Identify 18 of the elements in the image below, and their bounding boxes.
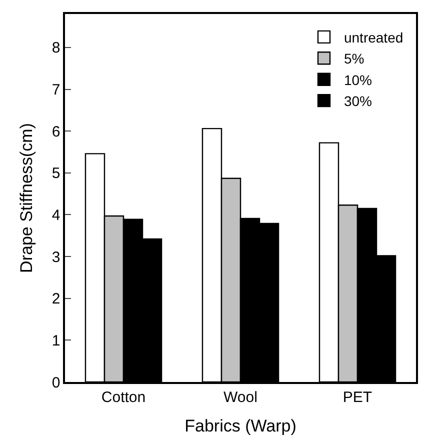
legend-label: untreated: [344, 29, 404, 46]
x-axis-title: Fabrics (Warp): [184, 416, 296, 436]
y-axis-title: Drape Stiffness(cm): [16, 123, 36, 273]
x-tick-label: Cotton: [101, 388, 146, 406]
y-tick-label: 7: [52, 82, 60, 99]
y-tick-label: 5: [52, 165, 60, 182]
y-tick-label: 3: [52, 248, 60, 266]
x-tick-label: PET: [342, 388, 372, 406]
legend-label: 30%: [344, 93, 372, 110]
legend-label: 5%: [344, 50, 364, 67]
y-tick-label: 6: [52, 123, 60, 140]
y-tick-label: 0: [52, 374, 60, 392]
y-tick-label: 2: [52, 290, 60, 308]
x-tick-label: Wool: [224, 388, 258, 406]
y-tick-label: 4: [52, 206, 60, 224]
legend-label: 10%: [344, 72, 372, 88]
y-tick-label: 8: [52, 40, 60, 57]
y-tick-label: 1: [52, 332, 60, 350]
